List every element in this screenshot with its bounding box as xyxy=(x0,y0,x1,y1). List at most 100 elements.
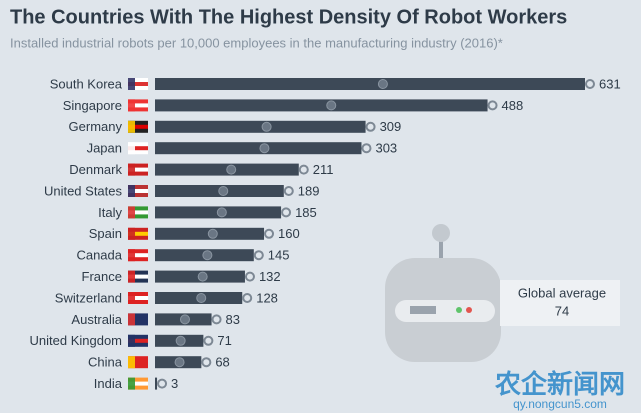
bar xyxy=(155,99,488,112)
bar-knob xyxy=(218,186,229,196)
flag xyxy=(128,146,148,151)
category-label: South Korea xyxy=(50,76,123,91)
bar-knob xyxy=(377,79,388,89)
value-label: 68 xyxy=(215,355,229,370)
value-label: 189 xyxy=(298,183,320,198)
bar-knob xyxy=(196,293,207,303)
category-label: United Kingdom xyxy=(30,333,123,348)
flag xyxy=(128,313,135,326)
watermark-title: 农企新闻网 xyxy=(494,369,625,399)
bar-end xyxy=(264,228,275,239)
bar-end xyxy=(361,143,372,154)
value-label: 488 xyxy=(502,98,524,113)
value-label: 71 xyxy=(217,333,231,348)
chart-subtitle: Installed industrial robots per 10,000 e… xyxy=(10,35,503,50)
flag xyxy=(128,103,148,108)
bar-end xyxy=(365,121,376,132)
bar-knob xyxy=(202,250,213,261)
bar-knob xyxy=(326,100,337,111)
annotation-value: 74 xyxy=(555,303,569,318)
bar-end xyxy=(487,100,498,111)
bar xyxy=(155,120,366,133)
flag xyxy=(128,338,148,343)
value-label: 185 xyxy=(295,205,317,220)
flag xyxy=(128,185,135,197)
flag xyxy=(128,189,148,193)
category-label: China xyxy=(88,355,123,370)
bar-knob xyxy=(216,207,227,218)
value-label: 631 xyxy=(599,76,621,91)
category-label: Germany xyxy=(69,119,123,134)
flag xyxy=(128,206,135,219)
bar-knob xyxy=(259,143,270,154)
value-label: 128 xyxy=(256,290,278,305)
bar-end xyxy=(242,293,253,303)
bar-knob xyxy=(179,314,190,325)
category-label: Spain xyxy=(89,226,122,241)
annotation-label: Global average xyxy=(518,285,606,300)
value-label: 309 xyxy=(380,119,402,134)
bar-end xyxy=(203,335,214,346)
value-label: 160 xyxy=(278,226,300,241)
flag xyxy=(128,253,148,258)
bar-knob xyxy=(174,357,185,368)
value-label: 83 xyxy=(226,312,240,327)
flag xyxy=(128,78,135,90)
category-label: Japan xyxy=(87,141,122,156)
flag xyxy=(128,292,135,304)
category-label: Canada xyxy=(76,248,122,263)
bar-knob xyxy=(207,228,218,239)
bar-knob xyxy=(175,335,186,346)
flag xyxy=(128,377,135,390)
bar-end xyxy=(298,164,309,175)
flag xyxy=(128,227,135,240)
category-label: Italy xyxy=(98,205,122,220)
flag xyxy=(128,167,148,172)
bar-end xyxy=(281,207,292,218)
flag xyxy=(128,356,135,369)
bar-end xyxy=(201,357,212,368)
bar xyxy=(155,377,158,390)
category-label: Singapore xyxy=(63,98,122,113)
category-label: Australia xyxy=(71,312,122,327)
flag xyxy=(128,270,135,283)
annotation-box xyxy=(500,280,620,326)
bar-end xyxy=(253,250,264,261)
flag xyxy=(128,210,148,215)
bar-end xyxy=(244,271,255,282)
flag xyxy=(128,249,135,262)
flag xyxy=(128,120,135,133)
flag xyxy=(128,231,148,236)
value-label: 145 xyxy=(268,248,290,263)
category-label: France xyxy=(82,269,122,284)
bar-end xyxy=(283,186,294,196)
category-label: Denmark xyxy=(69,162,122,177)
flag xyxy=(128,163,135,176)
bar-end xyxy=(157,378,168,389)
watermark-url: qy.nongcun5.com xyxy=(513,397,607,411)
category-label: India xyxy=(94,376,123,391)
bar-knob xyxy=(261,121,272,132)
value-label: 3 xyxy=(171,376,178,391)
bar xyxy=(155,142,362,155)
flag xyxy=(128,360,148,365)
bar-end xyxy=(211,314,222,325)
category-label: Switzerland xyxy=(55,290,122,305)
value-label: 303 xyxy=(375,141,397,156)
flag xyxy=(128,99,135,112)
flag xyxy=(128,296,148,300)
bar-knob xyxy=(226,164,237,175)
flag xyxy=(128,124,148,129)
flag xyxy=(128,317,148,322)
value-label: 132 xyxy=(259,269,281,284)
flag xyxy=(128,334,135,347)
bar xyxy=(155,78,585,90)
value-label: 211 xyxy=(313,162,334,177)
flag xyxy=(128,274,148,279)
category-label: United States xyxy=(44,183,123,198)
flag xyxy=(128,381,148,386)
flag xyxy=(128,82,148,86)
